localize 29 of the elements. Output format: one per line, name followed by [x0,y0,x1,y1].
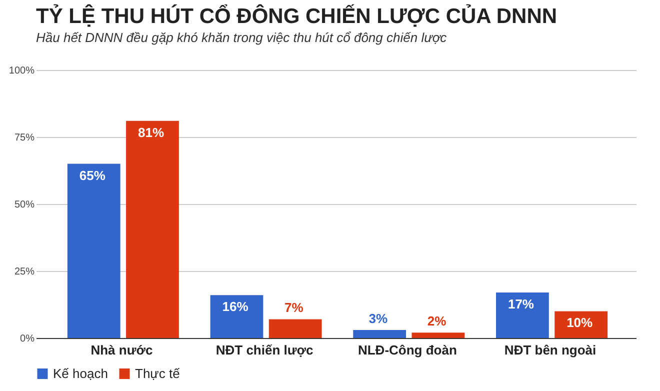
bar [353,330,406,338]
x-tick-label: NLĐ-Công đoàn [358,342,457,358]
data-label: 65% [79,168,106,183]
data-label: 10% [566,315,594,330]
x-tick-label: NĐT bên ngoài [504,342,596,358]
data-label: 2% [427,314,447,329]
bar [268,319,322,338]
bar [67,164,120,338]
data-label: 16% [222,299,249,314]
legend-label: Thực tế [135,366,181,381]
data-label: 3% [368,310,388,326]
bar [126,120,179,338]
bar [210,295,264,338]
x-tick-label: Nhà nước [90,342,153,358]
y-tick-label: 50% [14,200,35,210]
x-tick-label: NĐT chiến lược [216,342,314,358]
bar [496,292,549,338]
data-label: 81% [138,124,164,140]
legend-label: Kế hoạch [53,366,108,381]
bar [412,332,465,338]
chart-title: TỶ LỆ THU HÚT CỔ ĐÔNG CHIẾN LƯỢC CỦA DNNN [36,4,558,28]
bar [554,311,608,338]
data-label: 7% [284,300,304,316]
y-tick-label: 25% [14,266,35,278]
y-tick-label: 0% [20,334,35,344]
chart-subtitle: Hầu hết DNNN đều gặp khó khăn trong việc thu hút cổ đông chiến lược [36,30,448,45]
y-tick-label: 100% [8,66,35,76]
y-tick-label: 75% [14,132,35,144]
data-label: 17% [508,296,534,312]
